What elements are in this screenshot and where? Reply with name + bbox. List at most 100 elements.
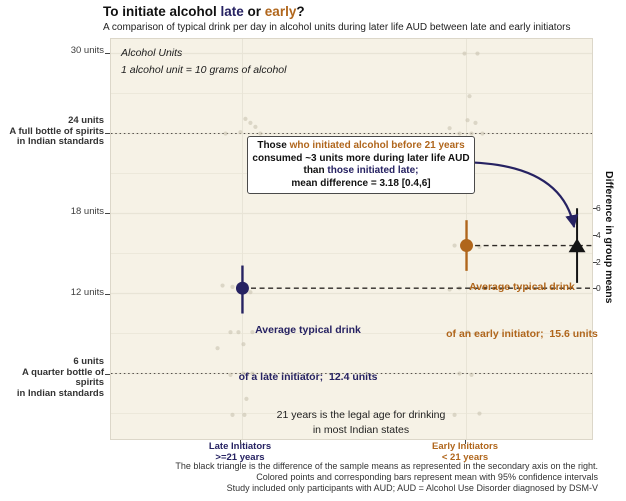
callout-line3-black: than xyxy=(303,165,328,176)
jitter-point xyxy=(477,411,482,416)
early-mean-label-line2: of an early initiator; 15.6 units xyxy=(446,327,598,340)
callout-arrow xyxy=(454,161,579,229)
secondary-axis-title: Difference in group means xyxy=(603,171,615,304)
jitter-point xyxy=(238,130,243,135)
secondary-axis-tick-0 xyxy=(593,288,597,290)
secondary-axis-tick-6 xyxy=(593,208,597,210)
secondary-axis-tick-2 xyxy=(593,261,597,263)
legal-age-note-line1: 21 years is the legal age for drinking xyxy=(276,409,446,421)
early-mean-label: Average typical drink of an early initia… xyxy=(416,249,626,373)
y-axis-label-line: in Indian standards xyxy=(16,136,104,148)
jitter-point xyxy=(230,412,235,417)
annotation-callout-box: Those who initiated alcohol before 21 ye… xyxy=(247,136,475,194)
y-axis-label-line: 18 units xyxy=(70,206,104,218)
y-axis-tick-24 xyxy=(105,133,110,134)
y-axis-label-line: in Indian standards xyxy=(16,387,104,399)
early-mean-point xyxy=(460,239,473,252)
jitter-point xyxy=(465,330,470,335)
x-group-label-early: Early Initiators < 21 years xyxy=(385,441,545,463)
title-part3: ? xyxy=(296,4,305,19)
jitter-point xyxy=(452,243,457,248)
jitter-point xyxy=(473,331,478,336)
alcohol-unit-note-line2: 1 alcohol unit = 10 grams of alcohol xyxy=(121,64,287,76)
y-axis-label-line: A full bottle of spirits xyxy=(9,125,104,137)
callout-line3-navy: those initiated late; xyxy=(327,165,419,176)
callout-line3: than those initiated late; xyxy=(252,165,470,178)
jitter-point xyxy=(447,126,452,131)
legal-age-note-line2: in most Indian states xyxy=(312,424,410,436)
jitter-point xyxy=(475,51,480,56)
callout-line1-orange: who initiated alcohol before 21 years xyxy=(289,140,465,151)
y-axis-label-18units: 18 units xyxy=(0,207,104,218)
jitter-point xyxy=(465,118,470,123)
alcohol-unit-note: Alcohol Units 1 alcohol unit = 10 grams … xyxy=(121,45,286,79)
jitter-point xyxy=(250,371,255,376)
caption-line-3: Study included only participants with AU… xyxy=(226,483,598,493)
late-mean-point xyxy=(235,281,249,295)
callout-line2: consumed ~3 units more during later life… xyxy=(252,152,470,164)
title-part1: To initiate alcohol xyxy=(103,4,221,19)
jitter-point xyxy=(242,412,247,417)
y-axis-tick-6 xyxy=(105,374,110,376)
caption-block: The black triangle is the difference of … xyxy=(100,461,598,494)
chart-subtitle: A comparison of typical drink per day in… xyxy=(103,22,571,33)
jitter-point xyxy=(215,346,220,351)
secondary-axis-tick-label-6: 6 xyxy=(596,203,601,214)
callout-line1-black: Those xyxy=(257,140,290,151)
x-group-label-line: Late Initiators xyxy=(208,441,272,452)
jitter-point xyxy=(223,131,228,136)
jitter-point xyxy=(469,131,474,136)
jitter-point xyxy=(253,124,258,129)
jitter-point xyxy=(220,283,225,288)
x-group-label-line: Early Initiators xyxy=(432,441,498,452)
early-mean-label-line1: Average typical drink xyxy=(469,281,575,293)
legal-age-note: 21 years is the legal age for drinking i… xyxy=(256,408,466,438)
x-group-label-line: >=21 years xyxy=(215,451,265,463)
jitter-point xyxy=(469,372,474,377)
jitter-point xyxy=(457,131,462,136)
title-late-word: late xyxy=(220,4,244,19)
plot-svg xyxy=(111,39,592,439)
callout-line1: Those who initiated alcohol before 21 ye… xyxy=(252,140,470,153)
callout-line4: mean difference = 3.18 [0.4,6] xyxy=(291,177,431,189)
jitter-point xyxy=(244,396,249,401)
caption-line-1: The black triangle is the difference of … xyxy=(175,461,598,471)
x-axis-tick-1 xyxy=(465,440,466,444)
jitter-point xyxy=(230,284,235,289)
jitter-point xyxy=(469,286,474,291)
jitter-point xyxy=(248,120,253,125)
jitter-point xyxy=(480,131,485,136)
jitter-point xyxy=(258,131,263,136)
difference-triangle-marker xyxy=(568,238,586,253)
y-axis-label-6units: 6 units A quarter bottle of spirits in Ind… xyxy=(0,357,104,399)
y-axis-label-line: A quarter bottle of spirits xyxy=(22,366,104,389)
secondary-axis-tick-label-0: 0 xyxy=(596,283,601,294)
jitter-point xyxy=(452,412,457,417)
y-axis-tick-18 xyxy=(105,213,110,215)
y-axis-tick-12 xyxy=(105,293,110,295)
y-axis-tick-30 xyxy=(105,52,110,54)
x-group-label-line: < 21 years xyxy=(441,451,489,463)
jitter-point xyxy=(241,371,246,376)
jitter-point xyxy=(236,330,241,335)
y-axis-label-line: 30 units xyxy=(70,45,104,57)
y-axis-label-24units: 24 units A full bottle of spirits in India… xyxy=(0,116,104,148)
jitter-point xyxy=(473,120,478,125)
secondary-axis-tick-label-2: 2 xyxy=(596,256,601,267)
jitter-point xyxy=(248,290,253,295)
secondary-axis-tick-4 xyxy=(593,234,597,236)
caption-line-2: Colored points and corresponding bars re… xyxy=(256,472,598,482)
x-axis-tick-0 xyxy=(240,440,241,444)
jitter-point xyxy=(241,342,246,347)
alcohol-unit-note-line1: Alcohol Units xyxy=(121,47,183,59)
jitter-point xyxy=(243,116,248,121)
x-group-label-late: Late Initiators >=21 years xyxy=(160,441,320,463)
late-mean-label-line1: Average typical drink xyxy=(255,324,361,336)
y-axis-label-line: 12 units xyxy=(70,286,104,298)
y-axis-label-line: 24 units xyxy=(68,115,104,127)
chart-title: To initiate alcohol late or early? xyxy=(103,4,305,19)
y-axis-label-line: 6 units xyxy=(73,356,104,368)
title-early-word: early xyxy=(264,4,297,19)
late-mean-label: Average typical drink of a late initiato… xyxy=(208,292,408,416)
